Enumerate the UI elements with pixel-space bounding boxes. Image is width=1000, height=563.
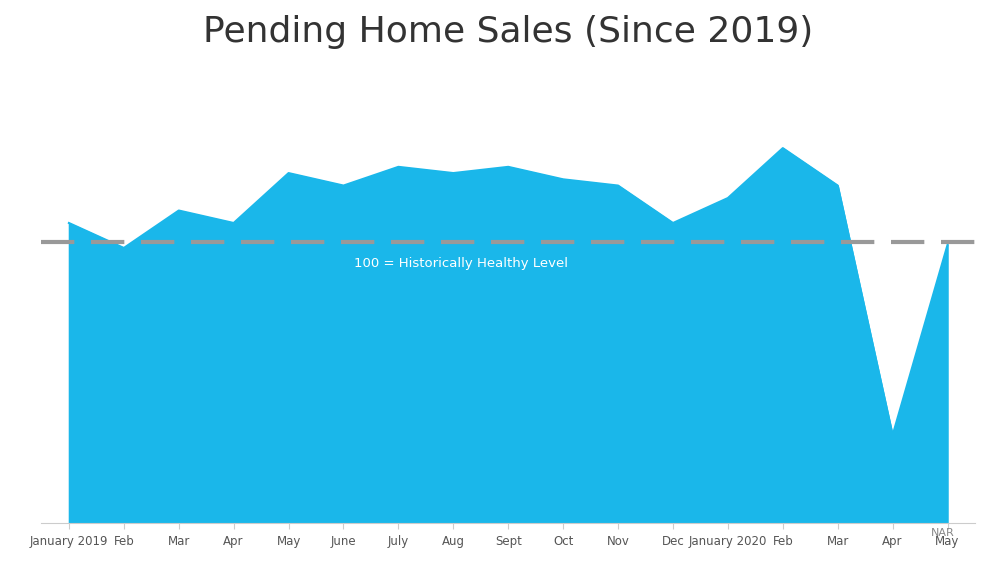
Title: Pending Home Sales (Since 2019): Pending Home Sales (Since 2019) bbox=[203, 15, 813, 49]
Text: 100 = Historically Healthy Level: 100 = Historically Healthy Level bbox=[354, 257, 568, 270]
Text: NAR: NAR bbox=[931, 528, 955, 538]
